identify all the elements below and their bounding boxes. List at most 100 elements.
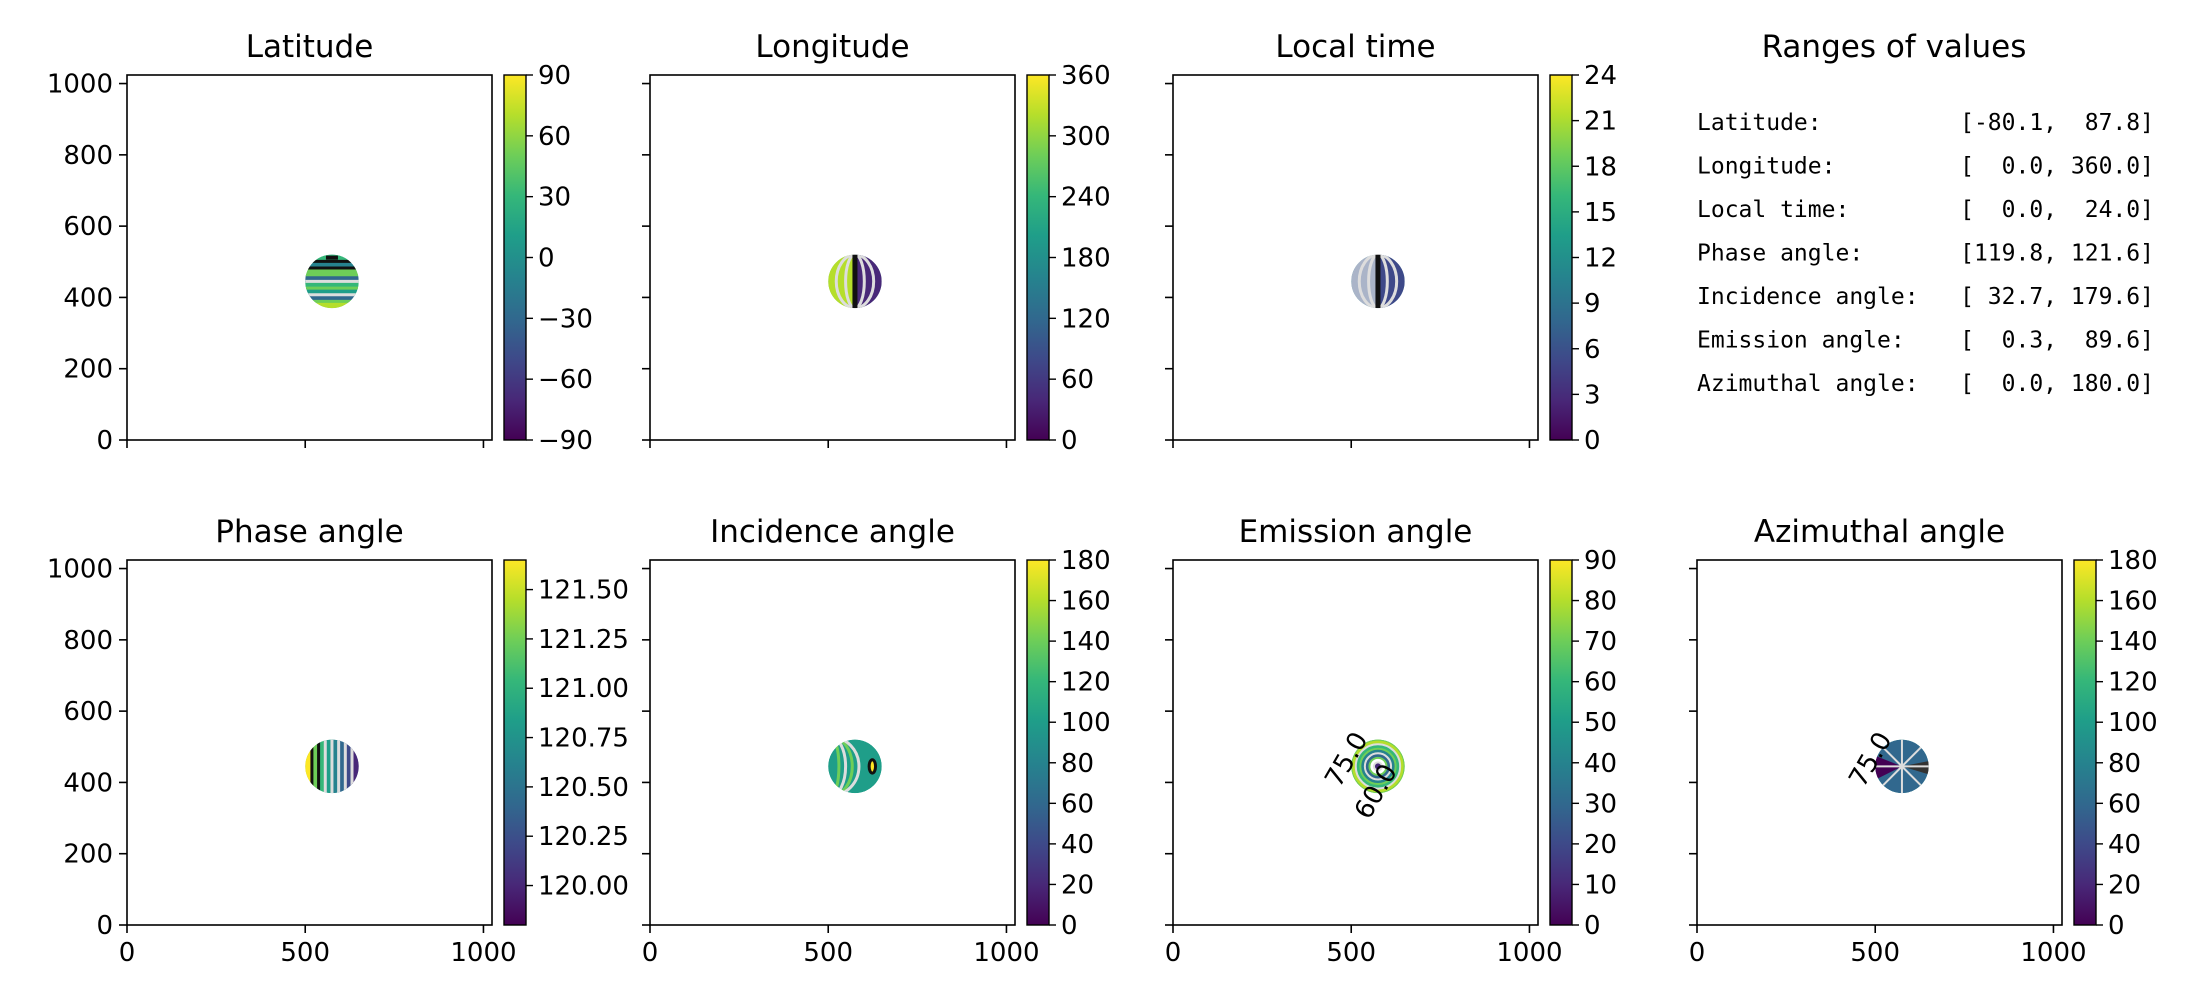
colorbar-tick-label: 9 (1584, 289, 1601, 319)
colorbar-tick-label: 360 (1061, 61, 1111, 91)
subplot-title: Emission angle (1239, 514, 1473, 550)
x-tick-label: 1000 (1496, 938, 1562, 968)
colorbar-tick-label: 180 (2108, 546, 2158, 576)
latitude-band (305, 268, 359, 276)
x-tick-label: 0 (1689, 938, 1706, 968)
colorbar-tick-label: 160 (1061, 587, 1111, 617)
planet-disk (828, 254, 882, 309)
phase-stripe (345, 739, 354, 794)
colorbar-tick-label: 60 (538, 122, 571, 152)
colorbar-tick-label: 100 (2108, 708, 2158, 738)
azimuth-contour (1901, 765, 1922, 786)
colorbar-tick-label: 0 (1584, 426, 1601, 456)
colorbar-tick-label: 0 (1061, 911, 1078, 941)
subplot-incidence-angle: Incidence angle 0 500 1000 180 160 140 120 100 80… (642, 514, 1111, 968)
subplot-title: Latitude (246, 29, 374, 65)
colorbar-tick-label: 30 (538, 183, 571, 213)
y-tick-label: 200 (63, 840, 113, 870)
colorbar-tick-label: −60 (538, 365, 593, 395)
axes-frame (649, 559, 1016, 926)
colorbar-tick-label: 60 (2108, 789, 2141, 819)
incidence-contour (828, 739, 861, 794)
x-tick-label: 1000 (450, 938, 516, 968)
y-tick-label: 1000 (47, 70, 113, 100)
y-tick-label: 600 (63, 212, 113, 242)
colorbar (1549, 74, 1573, 441)
azimuth-sector (1875, 755, 1902, 780)
axes-frame (1696, 559, 2063, 926)
colorbar-tick-label: 120.00 (538, 872, 629, 902)
subplot-title: Ranges of values (1762, 29, 2027, 65)
x-tick-label: 0 (642, 938, 659, 968)
colorbar-tick-label: 80 (1061, 749, 1094, 779)
colorbar-tick-label: 120 (1061, 668, 1111, 698)
azimuth-contour (1882, 765, 1903, 786)
axes-frame (1172, 74, 1539, 441)
azimuth-contour (1882, 746, 1903, 768)
x-tick-label: 500 (1326, 938, 1376, 968)
x-tick-label: 0 (1165, 938, 1182, 968)
colorbar-tick-label: 300 (1061, 122, 1111, 152)
x-tick-label: 1000 (973, 938, 1039, 968)
x-tick-label: 500 (803, 938, 853, 968)
range-row: Emission angle: [ 0.3, 89.6] (1697, 328, 2154, 354)
colorbar (1026, 559, 1050, 926)
colorbar-tick-label: 20 (2108, 870, 2141, 900)
subsolar-contour (867, 758, 878, 775)
latitude-band (305, 288, 359, 296)
colorbar-tick-label: 12 (1584, 244, 1617, 274)
subplot-longitude: Longitude 360 300 240 180 120 60 0 (642, 29, 1111, 456)
incidence-fill (828, 739, 882, 794)
subplot-phase-angle: Phase angle 0 500 1000 0 200 400 600 800 1000 121.… (47, 514, 629, 968)
colorbar-tick-label: 180 (1061, 244, 1111, 274)
colorbar-tick-label: 18 (1584, 152, 1617, 182)
planet-disk (1351, 254, 1405, 309)
colorbar-tick-label: 140 (2108, 627, 2158, 657)
x-tick-label: 0 (119, 938, 136, 968)
subplot-title: Local time (1275, 29, 1435, 65)
axes-frame (126, 559, 493, 926)
colorbar-tick-label: 240 (1061, 183, 1111, 213)
planet-disk (828, 739, 882, 794)
meridian-contour (1357, 254, 1399, 309)
colorbar-tick-label: 140 (1061, 627, 1111, 657)
subplot-title: Incidence angle (710, 514, 955, 550)
latitude-band (305, 261, 359, 270)
meridian-contour (1367, 254, 1389, 309)
colorbar-tick-label: 120.75 (538, 724, 629, 754)
colorbar-tick-label: −30 (538, 304, 593, 334)
colorbar-tick-label: 0 (538, 244, 555, 274)
range-row: Phase angle: [119.8, 121.6] (1697, 241, 2154, 267)
planet-disk (1875, 739, 1929, 794)
colorbar-tick-label: 120 (1061, 304, 1111, 334)
phase-stripe (318, 739, 327, 794)
colorbar-tick-label: 70 (1584, 627, 1617, 657)
colorbar-tick-label: 121.50 (538, 576, 629, 606)
x-tick-label: 1000 (2020, 938, 2086, 968)
axes-frame (126, 74, 493, 441)
colorbar-tick-label: 40 (1061, 830, 1094, 860)
range-row: Longitude: [ 0.0, 360.0] (1697, 154, 2154, 180)
colorbar-tick-label: 3 (1584, 380, 1601, 410)
range-row: Latitude: [-80.1, 87.8] (1697, 110, 2154, 136)
colorbar-tick-label: 80 (2108, 749, 2141, 779)
axes-frame (1172, 559, 1539, 926)
phase-stripe (325, 739, 333, 794)
subplot-latitude: Latitude 0 200 400 600 800 1000 90 60 30 0 −30 −60 −9… (47, 29, 593, 456)
colorbar-tick-label: 50 (1584, 708, 1617, 738)
colorbar (503, 74, 527, 441)
colorbar (1549, 559, 1573, 926)
colorbar-tick-label: 40 (2108, 830, 2141, 860)
subplot-title: Phase angle (215, 514, 403, 550)
colorbar (1026, 74, 1050, 441)
subplot-local-time: Local time 24 21 18 15 12 9 6 3 0 (1165, 29, 1617, 456)
incidence-contour (828, 739, 841, 794)
colorbar-tick-label: 10 (1584, 870, 1617, 900)
axes-frame (649, 74, 1016, 441)
planet-disk (305, 739, 359, 794)
subplot-ranges-of-values: Ranges of values Latitude: [-80.1, 87.8] L… (1697, 29, 2154, 397)
y-tick-label: 1000 (47, 555, 113, 585)
